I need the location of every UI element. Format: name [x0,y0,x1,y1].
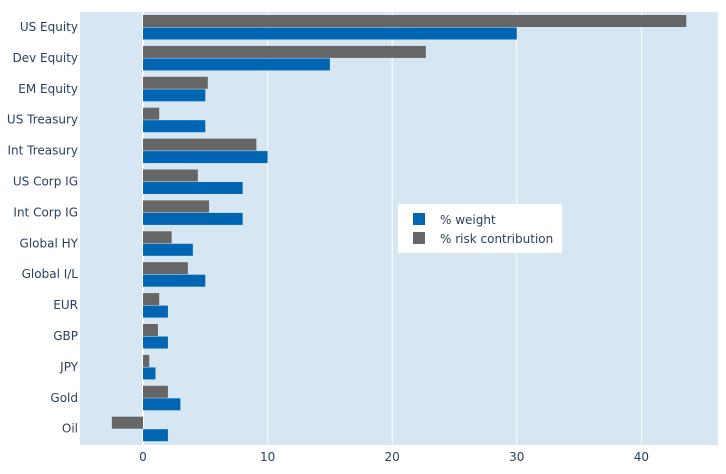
category-label: GBP [53,329,78,343]
bar-weight [143,58,330,71]
legend-swatch-weight [413,213,425,225]
bar-risk-contribution [143,15,687,27]
legend-box [398,204,562,253]
bar-risk-contribution [143,324,158,336]
bar-risk-contribution [143,262,188,275]
category-label: EM Equity [18,82,78,96]
bar-weight [143,89,206,102]
bar-risk-contribution [143,169,198,182]
x-tick-label: 0 [139,450,147,464]
bar-weight [143,429,168,442]
bar-risk-contribution [143,76,208,89]
category-label: JPY [59,360,79,374]
bar-weight [143,120,206,133]
bar-weight [143,212,243,225]
bar-risk-contribution [111,416,143,429]
bar-risk-contribution [143,293,160,306]
bar-weight [143,27,517,40]
bar-weight [143,274,206,287]
bar-risk-contribution [143,45,426,58]
category-label: Gold [50,391,78,405]
category-labels: US Equity Dev Equity EM Equity US Treasury I… [7,20,79,436]
bar-weight [143,243,193,256]
bars [111,15,687,442]
legend-label-risk: % risk contribution [440,232,553,246]
x-tick-label: 40 [634,450,649,464]
legend-swatch-risk [413,232,425,244]
category-label: US Treasury [7,113,78,127]
bar-weight [143,367,156,380]
bar-risk-contribution [143,107,160,120]
category-label: Dev Equity [13,51,78,65]
category-label: Int Corp IG [13,205,78,219]
category-label: Global I/L [22,267,79,281]
bar-weight [143,336,168,349]
category-label: Int Treasury [7,144,78,158]
bar-risk-contribution [143,231,172,244]
bar-weight [143,305,168,318]
x-tick-labels: 0 10 20 30 40 [139,450,649,464]
bar-risk-contribution [143,200,210,213]
category-label: US Corp IG [13,175,78,189]
category-label: Oil [62,422,78,436]
x-tick-label: 10 [260,450,275,464]
bar-risk-contribution [143,385,168,398]
x-tick-label: 20 [385,450,400,464]
bar-weight [143,182,243,194]
category-label: EUR [53,298,78,312]
x-tick-label: 30 [509,450,524,464]
category-label: Global HY [20,236,79,250]
legend: % weight % risk contribution [398,204,562,253]
category-label: US Equity [20,20,78,34]
legend-label-weight: % weight [440,213,496,227]
bar-risk-contribution [143,138,257,151]
bar-risk-contribution [143,354,150,367]
bar-weight [143,151,268,164]
bar-weight [143,398,181,411]
